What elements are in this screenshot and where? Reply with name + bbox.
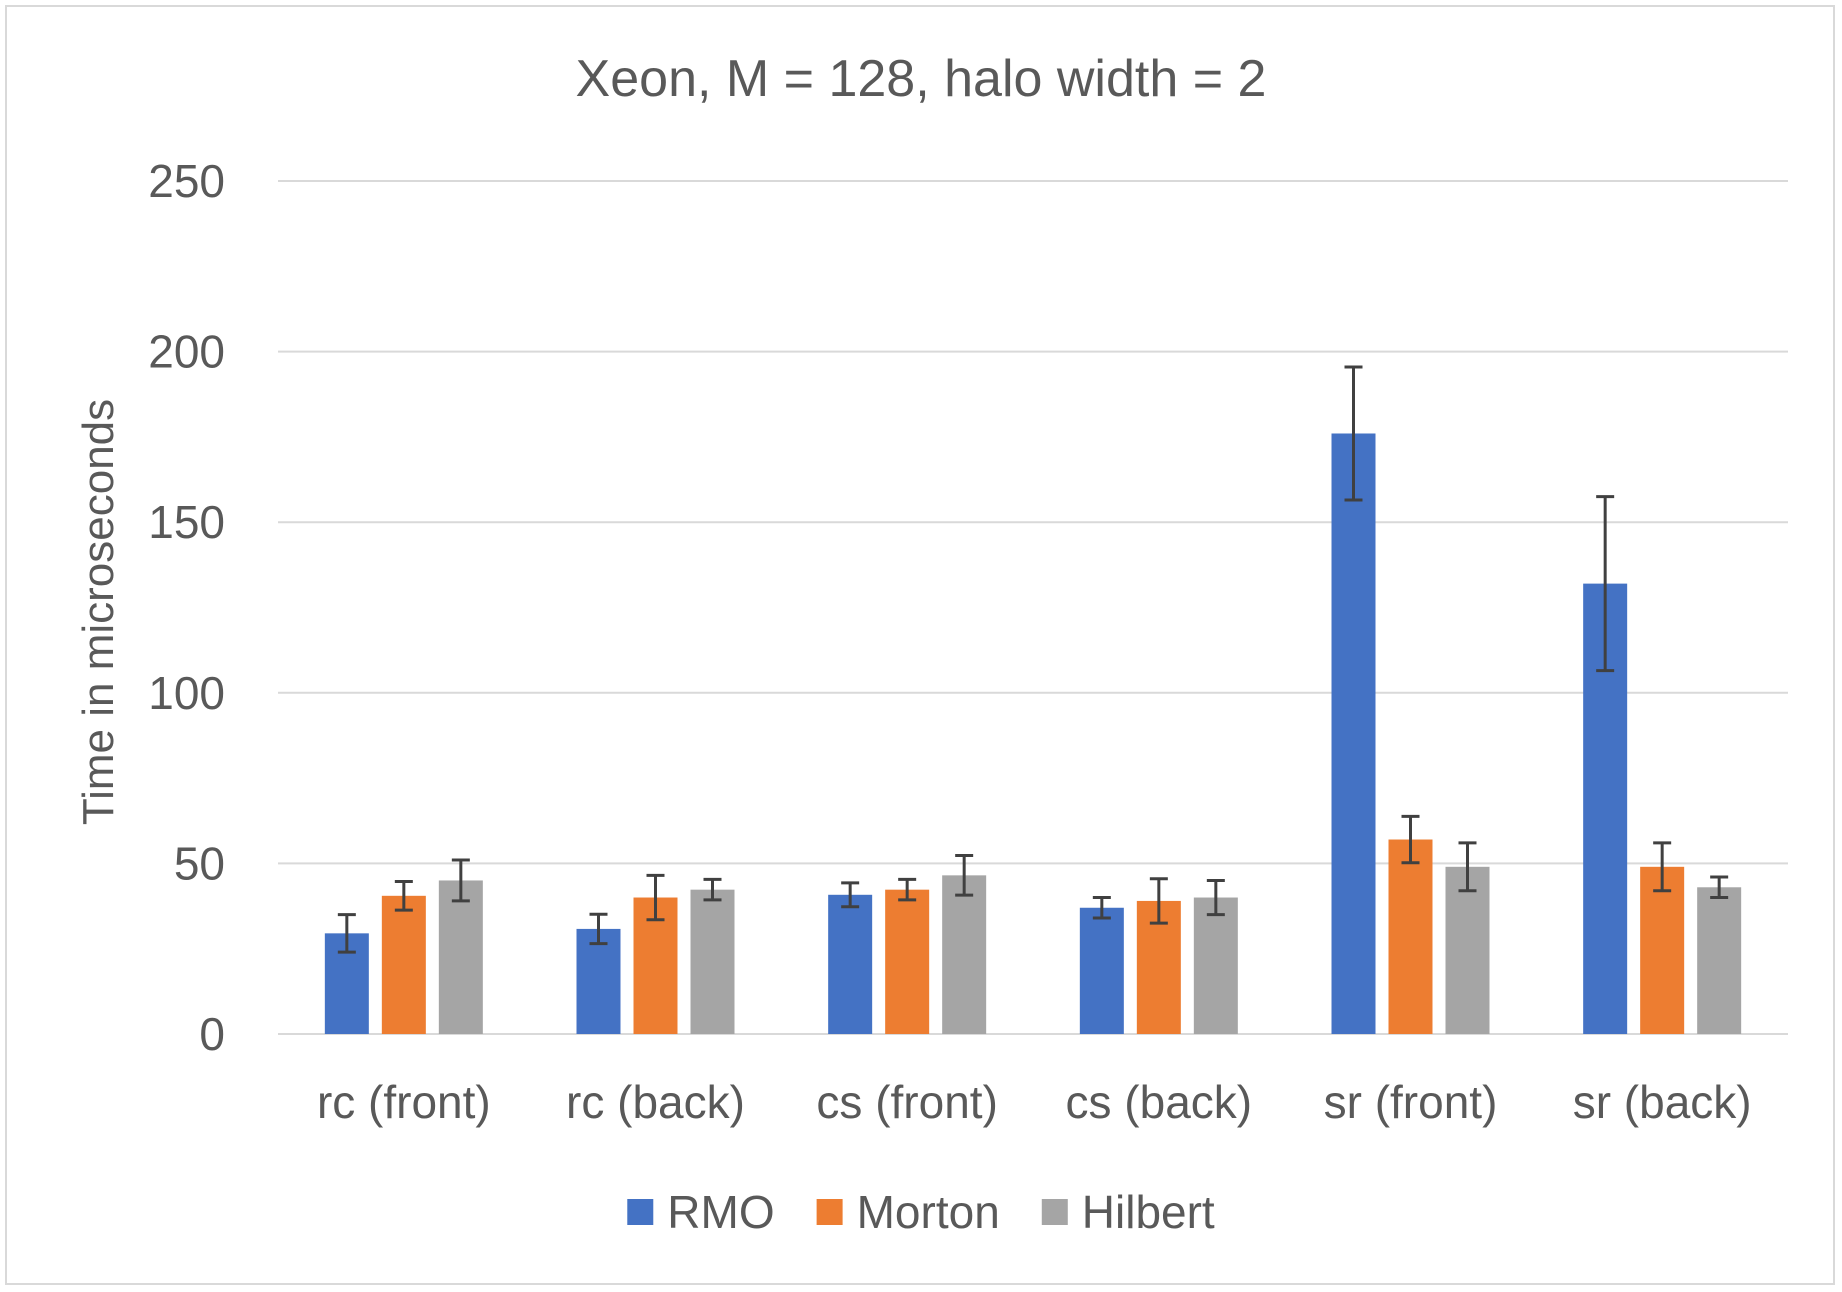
error-bar-hilbert-4	[1458, 841, 1477, 893]
y-tick-label: 0	[199, 1008, 225, 1060]
y-axis-label: Time in microseconds	[74, 399, 123, 825]
legend-swatch	[1041, 1199, 1068, 1225]
legend-item-morton: Morton	[816, 1186, 1000, 1238]
error-bar-morton-5	[1653, 841, 1672, 893]
bar-morton-0	[381, 895, 426, 1034]
legend-swatch	[627, 1199, 654, 1225]
gridlines	[278, 180, 1788, 1035]
error-bar-rmo-5	[1596, 495, 1615, 673]
x-axis-ticks: rc (front) rc (back) cs (front) cs (back) sr…	[317, 1076, 1752, 1128]
legend-label: Hilbert	[1082, 1186, 1215, 1238]
error-bar-morton-2	[898, 877, 917, 902]
legend: RMO Morton Hilbert	[627, 1186, 1215, 1238]
y-tick-label: 250	[148, 155, 225, 207]
error-bar-hilbert-0	[451, 858, 470, 903]
bar-morton-5	[1640, 866, 1685, 1034]
x-tick-label: cs (back)	[1066, 1076, 1253, 1128]
error-bar-rmo-0	[337, 913, 356, 954]
bar-hilbert-5	[1697, 887, 1742, 1034]
legend-item-rmo: RMO	[627, 1186, 775, 1238]
y-axis-ticks: 0 50 100 150 200 250	[148, 155, 225, 1060]
error-bar-hilbert-3	[1206, 878, 1225, 917]
bar-rmo-1	[576, 928, 621, 1034]
x-tick-label: rc (back)	[566, 1076, 745, 1128]
y-tick-label: 100	[148, 667, 225, 719]
y-tick-label: 50	[174, 837, 225, 889]
y-tick-label: 200	[148, 326, 225, 378]
bar-hilbert-4	[1445, 866, 1490, 1034]
legend-item-hilbert: Hilbert	[1041, 1186, 1215, 1238]
legend-swatch	[816, 1199, 843, 1225]
bars	[324, 433, 1742, 1034]
x-tick-label: cs (front)	[816, 1076, 997, 1128]
x-tick-label: sr (front)	[1324, 1076, 1498, 1128]
legend-label: RMO	[667, 1186, 774, 1238]
x-tick-label: sr (back)	[1573, 1076, 1752, 1128]
error-bar-rmo-1	[589, 912, 608, 946]
error-bar-hilbert-2	[955, 854, 974, 897]
chart-title: Xeon, M = 128, halo width = 2	[576, 50, 1267, 108]
error-bar-hilbert-1	[703, 877, 722, 902]
y-tick-label: 150	[148, 496, 225, 548]
bar-hilbert-3	[1193, 897, 1238, 1034]
bar-hilbert-1	[690, 889, 735, 1034]
bar-rmo-3	[1079, 907, 1124, 1034]
bar-hilbert-2	[942, 875, 987, 1034]
error-bar-morton-0	[394, 879, 413, 912]
x-tick-label: rc (front)	[317, 1076, 491, 1128]
error-bar-rmo-2	[841, 881, 860, 909]
error-bar-rmo-4	[1344, 365, 1363, 502]
bar-hilbert-0	[438, 880, 483, 1034]
error-bar-morton-1	[646, 873, 665, 922]
bar-rmo-4	[1331, 433, 1376, 1034]
bar-rmo-2	[828, 894, 873, 1034]
legend-label: Morton	[857, 1186, 1000, 1238]
bar-morton-2	[885, 889, 930, 1034]
bar-morton-4	[1388, 839, 1433, 1034]
error-bar-morton-3	[1149, 877, 1168, 925]
error-bars	[337, 365, 1729, 954]
error-bar-morton-4	[1401, 814, 1420, 865]
error-bar-hilbert-5	[1710, 875, 1729, 900]
chart-frame	[5, 5, 1835, 1285]
error-bar-rmo-3	[1092, 896, 1111, 920]
